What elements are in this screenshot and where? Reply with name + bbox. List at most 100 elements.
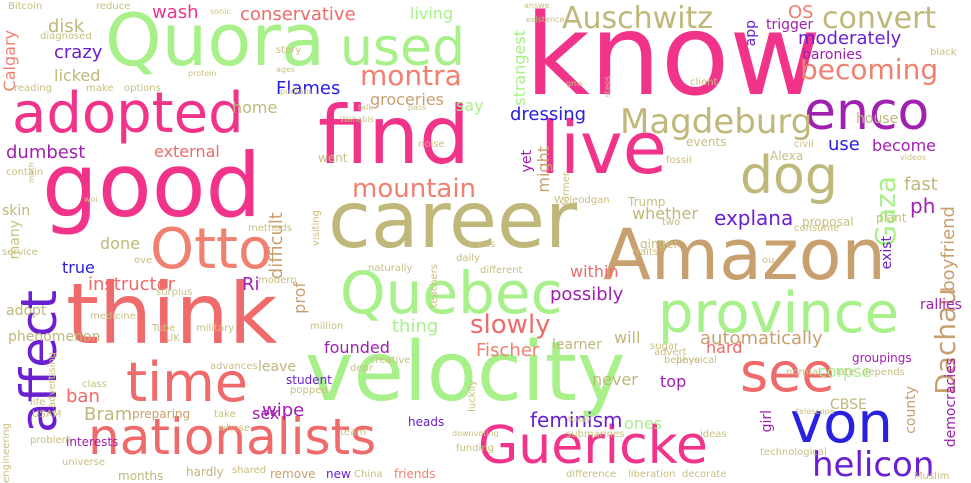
word-phenomenon: phenomenon [8,329,101,345]
word-hard: hard [706,338,743,357]
word-videos: videos [900,153,927,162]
word-advertising: advertising [47,352,58,409]
word-diagnosed: diagnosed [40,31,92,42]
word-tube: Tube [152,323,176,334]
word-province: province [658,281,900,346]
word-fast: fast [904,174,938,195]
word-puritans: puritans [280,87,313,96]
word-fossil: fossil [666,155,692,166]
word-say: say [456,96,484,115]
word-submarines: submarines [566,429,625,440]
word-mountain: mountain [352,174,477,204]
word-girl: girl [759,410,775,433]
word-team: team [340,427,366,438]
word-thing: thing [392,316,439,337]
word-difference: difference [566,469,617,480]
word-dressing: dressing [510,104,587,125]
word-bitcoin: Bitcoin [8,1,43,12]
word-conservative: conservative [240,4,356,25]
word-take: take [214,409,236,420]
word-advert: advert [654,347,687,358]
word-leave: leave [258,359,296,375]
word-today: today [568,415,591,424]
word-physical: physical [676,355,717,366]
word-sugar: sugar [650,341,679,352]
word-adopted: adopted [12,81,244,146]
word-funding: funding [456,443,495,454]
word-quora: Quora [105,0,326,82]
word-magdeburg: Magdeburg [620,102,813,142]
word-convert: convert [822,1,937,36]
word-woi: woi [84,195,98,204]
word-bram: Bram [84,404,133,425]
word-believe: believe [664,355,701,366]
word-explana: explana [714,206,794,230]
word-know: know [525,0,821,121]
word-become: become [872,136,937,155]
word-noise: noise [418,139,445,150]
word-otto: Otto [150,217,273,282]
word-licked: licked [54,66,101,85]
word-traits: traits [632,247,659,258]
word-guericke: Guericke [478,416,708,476]
word-went: went [318,151,348,165]
word-math: math [27,162,36,183]
word-flames: Flames [276,78,341,99]
word-yet: yet [519,150,535,173]
word-answe: answe [524,1,550,10]
word-living: living [410,4,454,23]
word-groupings: groupings [852,351,912,365]
word-rallies: rallies [920,297,962,313]
word-engineering: engineering [1,423,12,483]
word-visiting: visiting [311,210,322,247]
word-nationalists: nationalists [88,408,377,466]
word-wash: wash [152,2,199,23]
word-top: top [660,372,687,391]
word-teachers: teachers [429,264,440,308]
word-months: months [118,469,164,483]
word-preparing: preparing [132,407,191,421]
word-ones: ones [624,414,663,433]
word-feminism: feminism [530,408,623,432]
word-house: house [856,111,899,127]
word-auschwitz: Auschwitz [562,1,714,36]
word-whose: whose [218,423,250,434]
word-find: find [318,89,470,182]
word-moderately: moderately [798,28,902,49]
word-exist: exist [879,236,895,270]
word-wcleodgan: Wcleodgan [554,195,610,206]
word-whether: whether [632,204,698,223]
word-within: within [570,262,619,281]
word-reduce: reduce [96,1,131,12]
word-hardly: hardly [186,465,224,479]
word-surplus: surplus [156,287,193,298]
word-boyfriend: boyfriend [938,206,959,292]
word-dumbest: dumbest [6,142,86,163]
word-muslim: Muslim [914,471,950,482]
word-student: student [286,373,332,387]
word-amazon: Amazon [603,214,886,296]
word-enco: enco [804,82,930,142]
word-events: events [686,135,727,149]
word-naturally: naturally [368,263,413,274]
word-ideas: ideas [700,429,727,440]
word-possibly: possibly [550,284,624,305]
word-friends: friends [394,467,436,481]
word-ri: Ri [242,274,260,295]
word-depr: depr [350,363,373,374]
word-ove: ove [134,255,153,266]
word-cbse: CBSE [830,397,867,413]
word-usam: USAM [32,409,62,420]
word-velocity: velocity [305,325,626,420]
word-corpse: corpse [818,362,872,381]
word-alexa: Alexa [770,149,804,163]
word-sonic: sonic [210,7,231,16]
word-democracies: democracies [943,358,959,448]
word-universe: universe [62,457,105,468]
word-downvoting: downvoting [452,429,499,438]
word-will: will [614,328,641,347]
word-luckily: luckily [467,380,478,412]
word-reading: reading [14,83,52,94]
word-options: options [124,83,161,94]
